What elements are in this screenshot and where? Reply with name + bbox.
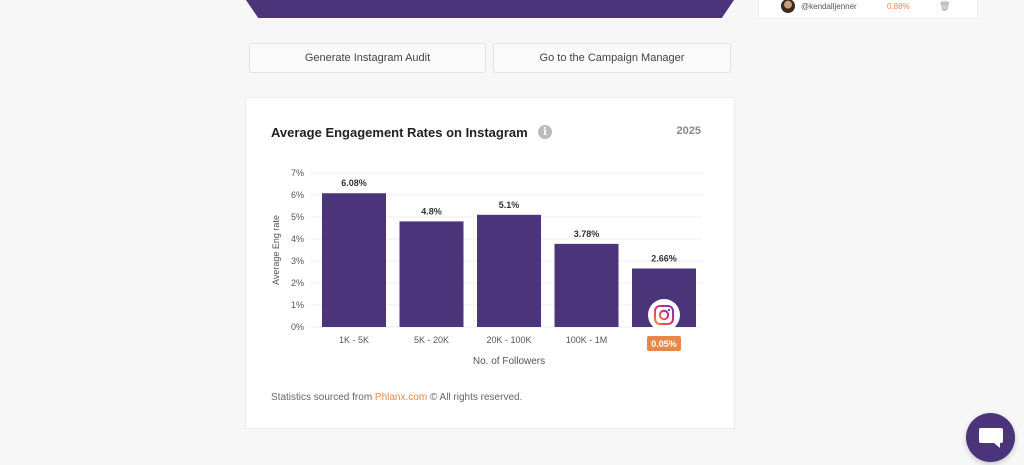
instagram-icon-lens xyxy=(658,309,670,321)
statistics-source-note: Statistics sourced from Phlanx.com © All… xyxy=(271,392,522,403)
y-tick-label: 2% xyxy=(291,278,304,288)
badge-value: 0.05% xyxy=(651,339,677,349)
y-tick-label: 5% xyxy=(291,212,304,222)
data-label: 5.1% xyxy=(499,200,520,210)
y-tick-label: 4% xyxy=(291,234,304,244)
y-tick-label: 7% xyxy=(291,168,304,178)
influencer-row[interactable]: @kendalljenner 0.88% 🗑 xyxy=(781,0,959,13)
chat-button[interactable] xyxy=(966,413,1015,462)
influencer-rate: 0.88% xyxy=(887,1,910,11)
y-tick-label: 1% xyxy=(291,300,304,310)
bar xyxy=(399,221,464,327)
chat-bubble-icon xyxy=(978,427,1003,448)
x-axis-label: No. of Followers xyxy=(473,356,545,367)
engagement-bar-chart: 0% 1% 2% 3% 4% 5% 6% 7% 6.08% 1K - 5K 4.8% 5K - 20K… xyxy=(271,168,702,367)
header-banner xyxy=(246,0,734,18)
x-tick-label: 20K - 100K xyxy=(486,335,531,345)
bar xyxy=(322,193,386,327)
data-label: 6.08% xyxy=(341,178,367,188)
source-suffix: © All rights reserved. xyxy=(427,392,523,403)
bar xyxy=(554,243,619,327)
instagram-icon xyxy=(654,305,674,325)
badge-value-pill xyxy=(647,336,681,351)
chart-year: 2025 xyxy=(676,125,701,137)
y-tick-label: 6% xyxy=(291,190,304,200)
y-axis-label: Average Eng rate xyxy=(271,215,281,285)
influencer-card: @kendalljenner 0.88% 🗑 xyxy=(758,0,978,19)
x-tick-label: 1K - 5K xyxy=(339,335,369,345)
influencer-handle[interactable]: @kendalljenner xyxy=(801,1,857,11)
data-label: 3.78% xyxy=(574,229,600,239)
avatar xyxy=(781,0,795,13)
source-prefix: Statistics sourced from xyxy=(271,392,375,403)
instagram-badge-bg xyxy=(648,299,680,331)
data-label: 4.8% xyxy=(421,206,442,216)
x-tick-label: 5K - 20K xyxy=(414,335,449,345)
y-tick-label: 0% xyxy=(291,322,304,332)
engagement-chart-card: Average Engagement Rates on Instagram i … xyxy=(245,97,735,429)
instagram-icon-dot xyxy=(667,308,671,312)
generate-instagram-audit-button[interactable]: Generate Instagram Audit xyxy=(249,43,486,73)
chart-title: Average Engagement Rates on Instagram xyxy=(271,125,528,140)
y-tick-label: 3% xyxy=(291,256,304,266)
x-tick-label: 100K - 1M xyxy=(566,335,608,345)
campaign-manager-button[interactable]: Go to the Campaign Manager xyxy=(493,43,731,73)
bar xyxy=(477,214,541,327)
phlanx-link[interactable]: Phlanx.com xyxy=(374,392,428,403)
trash-icon[interactable]: 🗑 xyxy=(939,0,951,11)
data-label: 2.66% xyxy=(651,253,677,263)
info-icon[interactable]: i xyxy=(538,125,552,139)
